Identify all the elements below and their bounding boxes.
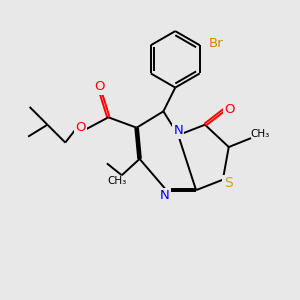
- Text: Br: Br: [209, 37, 224, 50]
- Text: O: O: [76, 121, 86, 134]
- Text: N: N: [173, 124, 183, 137]
- Text: CH₃: CH₃: [108, 176, 127, 186]
- Text: O: O: [94, 80, 105, 94]
- Text: S: S: [224, 176, 233, 190]
- Text: O: O: [224, 103, 235, 116]
- Text: N: N: [160, 189, 170, 202]
- Text: CH₃: CH₃: [250, 129, 270, 139]
